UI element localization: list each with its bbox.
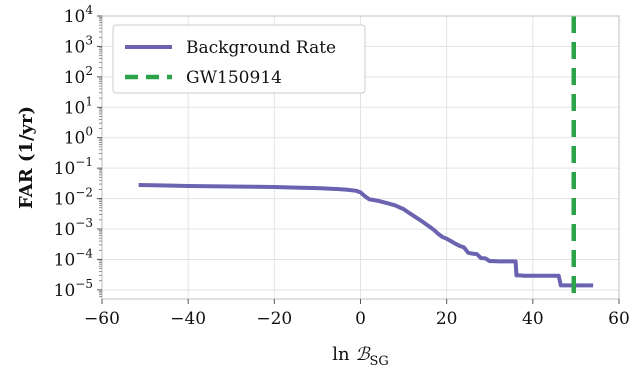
y-tick-label: 104 <box>64 3 94 27</box>
x-axis-title: ln ℬSG <box>332 344 389 368</box>
y-tick-label: 100 <box>64 125 93 149</box>
legend-label-gw150914: GW150914 <box>186 68 282 88</box>
x-tick-label: 0 <box>355 309 366 329</box>
plot-series <box>138 16 594 299</box>
y-tick-label: 10−4 <box>54 246 94 270</box>
legend-label-background-rate: Background Rate <box>186 38 336 58</box>
x-tick-label: −40 <box>170 309 206 329</box>
x-tick-label: 60 <box>608 309 630 329</box>
x-tick-label: 40 <box>522 309 544 329</box>
y-tick-label: 10−3 <box>54 216 93 240</box>
series-line-background-rate <box>138 182 594 288</box>
y-tick-label: 10−5 <box>54 277 93 301</box>
x-tick-label: −60 <box>84 309 120 329</box>
y-axis-ticks: 10−5 10−4 10−3 10−2 10−1 100 101 102 103 104 <box>54 3 102 301</box>
x-tick-label: 20 <box>436 309 458 329</box>
y-tick-label: 10−2 <box>54 186 93 210</box>
y-tick-label: 101 <box>64 94 93 118</box>
legend: Background Rate GW150914 <box>112 24 366 94</box>
x-tick-label: −20 <box>256 309 292 329</box>
y-tick-label: 103 <box>64 33 93 57</box>
y-axis-title: FAR (1/yr) <box>16 106 37 209</box>
y-tick-label: 102 <box>64 64 93 88</box>
legend-box <box>112 24 366 94</box>
y-tick-label: 10−1 <box>54 155 93 179</box>
x-axis-ticks: −60 −40 −20 0 20 40 60 <box>84 299 630 329</box>
